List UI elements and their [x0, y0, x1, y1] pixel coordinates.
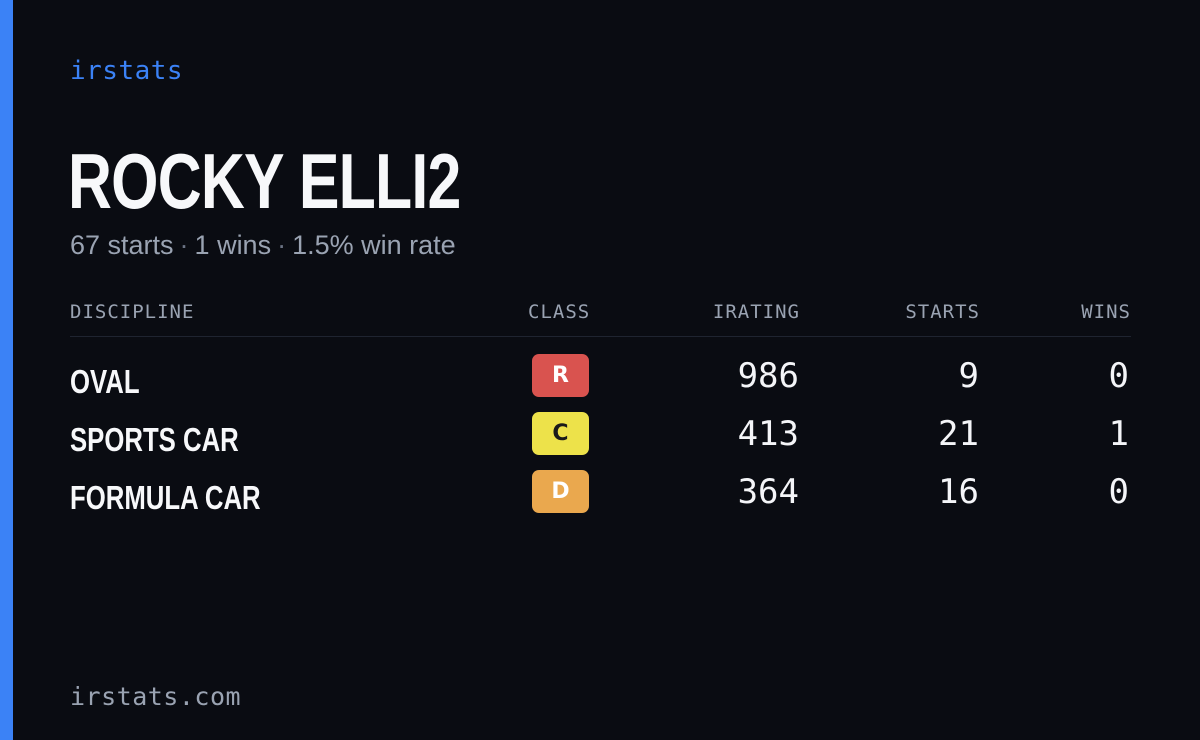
row-starts: 9 — [958, 356, 979, 396]
accent-bar — [0, 0, 13, 740]
row-wins: 0 — [1108, 472, 1129, 512]
table-row: SPORTS CAR C 413 21 1 — [70, 412, 1131, 470]
row-irating: 364 — [737, 472, 799, 512]
discipline-table: DISCIPLINE CLASS IRATING STARTS WINS OVA… — [70, 296, 1131, 528]
row-irating: 986 — [737, 356, 799, 396]
table-row: FORMULA CAR D 364 16 0 — [70, 470, 1131, 528]
header-starts: STARTS — [905, 301, 980, 323]
class-badge: C — [532, 412, 589, 455]
summary-separator: · — [179, 230, 189, 260]
row-starts: 16 — [938, 472, 979, 512]
class-badge: R — [532, 354, 589, 397]
summary-wins: 1 wins — [194, 230, 272, 260]
row-irating: 413 — [737, 414, 799, 454]
row-discipline: OVAL — [70, 363, 140, 400]
brand-logo-text: irstats — [70, 56, 184, 86]
table-header: DISCIPLINE CLASS IRATING STARTS WINS — [70, 296, 1131, 337]
footer-url: irstats.com — [70, 682, 242, 711]
row-discipline: FORMULA CAR — [70, 479, 261, 516]
summary-starts: 67 starts — [70, 230, 174, 260]
driver-summary: 67 starts · 1 wins · 1.5% win rate — [70, 228, 456, 262]
header-irating: IRATING — [712, 301, 800, 323]
row-starts: 21 — [938, 414, 979, 454]
driver-name: ROCKY ELLI2 — [68, 137, 461, 225]
summary-separator: · — [277, 230, 287, 260]
row-discipline: SPORTS CAR — [70, 421, 239, 458]
row-wins: 0 — [1108, 356, 1129, 396]
header-discipline: DISCIPLINE — [70, 301, 195, 323]
summary-win-rate: 1.5% win rate — [292, 230, 456, 260]
row-wins: 1 — [1108, 414, 1129, 454]
table-row: OVAL R 986 9 0 — [70, 354, 1131, 412]
header-wins: WINS — [1081, 301, 1131, 323]
header-class: CLASS — [528, 301, 591, 323]
class-badge: D — [532, 470, 589, 513]
